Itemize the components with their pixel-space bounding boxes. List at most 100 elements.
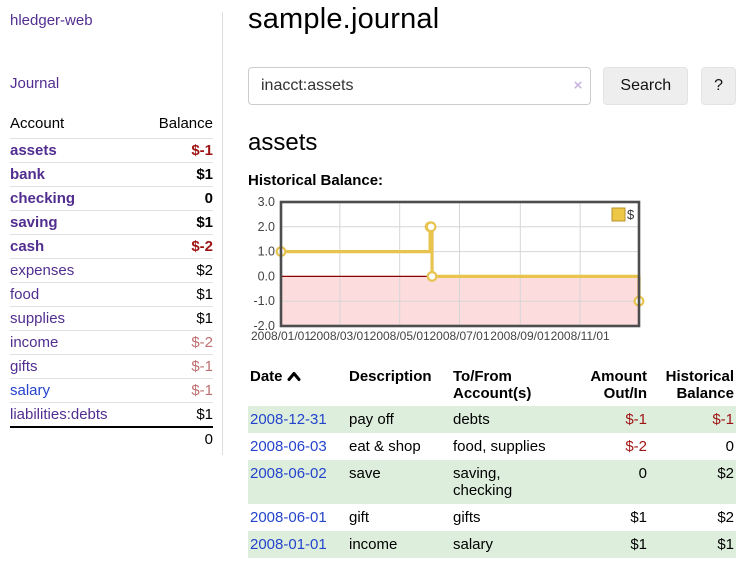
search-input-wrap: × bbox=[248, 67, 591, 105]
main-content: sample.journal × Search ? assets Histori… bbox=[233, 0, 742, 558]
column-header-date[interactable]: Date bbox=[248, 364, 347, 406]
clear-search-icon[interactable]: × bbox=[574, 76, 583, 96]
sidebar-item-journal[interactable]: Journal bbox=[10, 75, 213, 92]
transaction-balance: $1 bbox=[649, 531, 736, 558]
accounts-header-account: Account bbox=[10, 112, 140, 139]
register-table: Date Description To/From Account(s) Amou… bbox=[248, 364, 736, 558]
data-point-marker bbox=[427, 223, 436, 232]
account-link[interactable]: cash bbox=[10, 238, 44, 255]
account-link[interactable]: supplies bbox=[10, 310, 65, 327]
account-balance: $-1 bbox=[140, 355, 213, 379]
account-balance: $-2 bbox=[140, 331, 213, 355]
x-axis-tick-label: 2008/09/01 bbox=[490, 329, 550, 343]
account-balance: $-1 bbox=[140, 139, 213, 163]
account-balance: $2 bbox=[140, 259, 213, 283]
transaction-balance: $-1 bbox=[649, 406, 736, 433]
account-balance: $1 bbox=[140, 163, 213, 187]
account-row: saving$1 bbox=[10, 211, 213, 235]
account-balance: $1 bbox=[140, 403, 213, 428]
x-axis-tick-label: 2008/05/01 bbox=[370, 329, 430, 343]
account-row: salary $-1 bbox=[10, 379, 213, 403]
account-link[interactable]: saving bbox=[10, 214, 58, 231]
register-row: 2008-06-01 giftgifts$1$2 bbox=[248, 504, 736, 531]
sort-ascending-icon bbox=[287, 369, 301, 386]
hledger-web-page: hledger-web Journal Account Balance asse… bbox=[0, 0, 742, 582]
transaction-description: save bbox=[347, 460, 451, 504]
transaction-date-link[interactable]: 2008-06-01 bbox=[250, 509, 327, 526]
historical-balance-chart: $3.02.01.00.0-1.0-2.02008/01/012008/03/0… bbox=[248, 197, 736, 350]
y-axis-tick-label: 2.0 bbox=[258, 220, 275, 234]
transaction-amount: $-2 bbox=[563, 433, 649, 460]
transaction-amount: $1 bbox=[563, 531, 649, 558]
transaction-accounts: saving, checking bbox=[451, 460, 563, 504]
account-link[interactable]: gifts bbox=[10, 358, 38, 375]
transaction-date-link[interactable]: 2008-06-03 bbox=[250, 438, 327, 455]
transaction-date-link[interactable]: 2008-01-01 bbox=[250, 536, 327, 553]
transaction-accounts: food, supplies bbox=[451, 433, 563, 460]
account-balance: 0 bbox=[140, 187, 213, 211]
account-link[interactable]: food bbox=[10, 286, 39, 303]
page-title: sample.journal bbox=[248, 3, 736, 36]
transaction-amount: 0 bbox=[563, 460, 649, 504]
transaction-accounts: gifts bbox=[451, 504, 563, 531]
transaction-description: pay off bbox=[347, 406, 451, 433]
search-button[interactable]: Search bbox=[603, 67, 688, 105]
account-link[interactable]: assets bbox=[10, 142, 57, 159]
account-row: supplies $1 bbox=[10, 307, 213, 331]
transaction-balance: $2 bbox=[649, 504, 736, 531]
column-header-balance: Historical Balance bbox=[649, 364, 736, 406]
y-axis-tick-label: 3.0 bbox=[258, 197, 275, 209]
transaction-amount: $-1 bbox=[563, 406, 649, 433]
accounts-total-row: 0 bbox=[10, 427, 213, 451]
x-axis-tick-label: 2008/07/01 bbox=[429, 329, 489, 343]
transaction-description: gift bbox=[347, 504, 451, 531]
app-title: hledger-web bbox=[10, 12, 213, 29]
accounts-header-balance: Balance bbox=[140, 112, 213, 139]
register-row: 2008-06-03 eat & shopfood, supplies$-20 bbox=[248, 433, 736, 460]
account-row: gifts $-1 bbox=[10, 355, 213, 379]
search-input[interactable] bbox=[248, 67, 591, 105]
account-row: cash$-2 bbox=[10, 235, 213, 259]
account-row: bank $1 bbox=[10, 163, 213, 187]
transaction-balance: $2 bbox=[649, 460, 736, 504]
sidebar: hledger-web Journal Account Balance asse… bbox=[0, 0, 233, 461]
balance-chart-svg: $3.02.01.00.0-1.0-2.02008/01/012008/03/0… bbox=[248, 197, 648, 345]
accounts-header-row: Account Balance bbox=[10, 112, 213, 139]
x-axis-tick-label: 2008/01/01 bbox=[251, 329, 311, 343]
account-link[interactable]: expenses bbox=[10, 262, 74, 279]
account-link[interactable]: checking bbox=[10, 190, 75, 207]
x-axis-tick-label: 2008/03/01 bbox=[310, 329, 370, 343]
transaction-description: eat & shop bbox=[347, 433, 451, 460]
column-header-description: Description bbox=[347, 364, 451, 406]
account-link[interactable]: income bbox=[10, 334, 58, 351]
transaction-accounts: debts bbox=[451, 406, 563, 433]
transaction-amount: $1 bbox=[563, 504, 649, 531]
account-row: food $1 bbox=[10, 283, 213, 307]
transaction-accounts: salary bbox=[451, 531, 563, 558]
account-link[interactable]: bank bbox=[10, 166, 45, 183]
transaction-date-link[interactable]: 2008-12-31 bbox=[250, 411, 327, 428]
data-point-marker bbox=[428, 272, 437, 281]
column-header-accounts: To/From Account(s) bbox=[451, 364, 563, 406]
account-row: expenses $2 bbox=[10, 259, 213, 283]
transaction-date-link[interactable]: 2008-06-02 bbox=[250, 465, 327, 482]
search-bar: × Search ? bbox=[248, 67, 736, 105]
chart-title: Historical Balance: bbox=[248, 172, 736, 189]
account-row: liabilities:debts $1 bbox=[10, 403, 213, 428]
legend-label: $ bbox=[627, 207, 635, 222]
legend-swatch bbox=[612, 208, 625, 221]
transaction-balance: 0 bbox=[649, 433, 736, 460]
register-row: 2008-06-02 savesaving, checking0$2 bbox=[248, 460, 736, 504]
account-balance: $-1 bbox=[140, 379, 213, 403]
account-link[interactable]: salary bbox=[10, 382, 50, 399]
register-header-row: Date Description To/From Account(s) Amou… bbox=[248, 364, 736, 406]
account-row: checking 0 bbox=[10, 187, 213, 211]
account-balance: $1 bbox=[140, 307, 213, 331]
account-balance: $1 bbox=[140, 283, 213, 307]
help-button[interactable]: ? bbox=[701, 67, 736, 105]
account-link[interactable]: liabilities:debts bbox=[10, 406, 108, 423]
transaction-description: income bbox=[347, 531, 451, 558]
register-row: 2008-12-31pay offdebts$-1$-1 bbox=[248, 406, 736, 433]
account-row: income $-2 bbox=[10, 331, 213, 355]
account-heading: assets bbox=[248, 129, 736, 157]
